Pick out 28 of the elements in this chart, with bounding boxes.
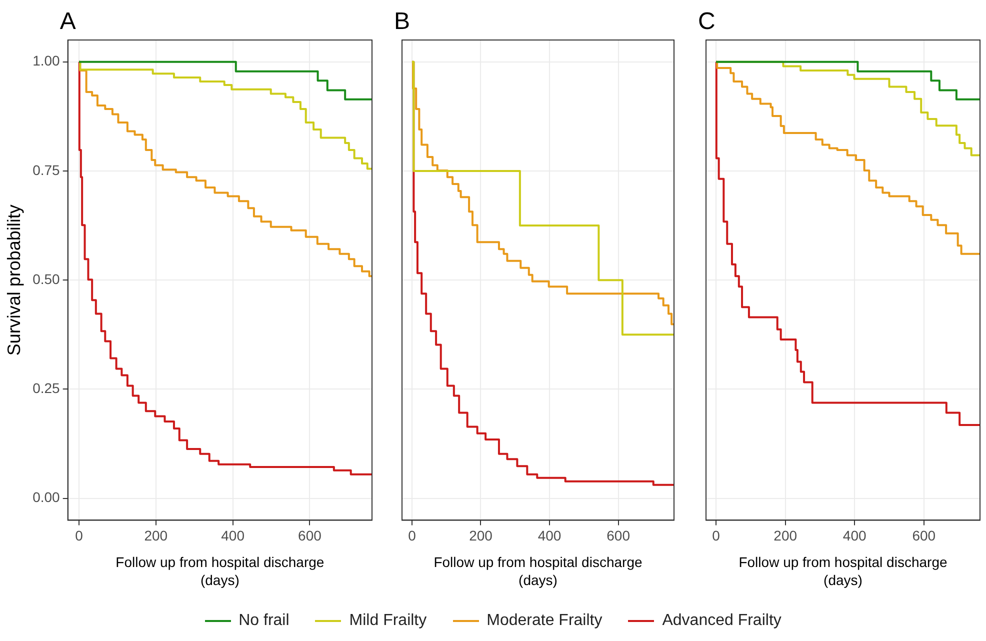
legend-label: Mild Frailty [349,612,427,630]
x-tick-label: 400 [221,527,245,544]
legend-label: Moderate Frailty [486,612,602,630]
x-tick-label: 400 [842,527,866,544]
legend-label: No frail [238,612,290,630]
y-tick-label: 0.75 [32,162,60,178]
x-tick-label: 0 [712,527,720,544]
x-tick-label: 0 [408,527,416,544]
x-tick-label: 600 [912,527,936,544]
x-tick-label: 0 [75,527,84,544]
x-axis-title: Follow up from hospital discharge (days) [738,553,948,589]
chart-title: A [60,8,76,36]
chart-title: B [394,8,410,36]
y-tick-label: 0.50 [32,270,60,287]
legend-label: Advanced Frailty [662,612,782,630]
x-tick-label: 400 [538,527,562,544]
x-axis-title: Follow up from hospital discharge (days) [114,553,325,589]
y-axis-title: Survival probability [4,204,24,356]
x-tick-label: 200 [469,527,493,544]
y-tick-label: 0.25 [32,380,60,396]
x-axis-title: Follow up from hospital discharge (days) [433,553,643,589]
y-tick-label: 1.00 [32,52,60,69]
x-tick-label: 600 [298,527,322,544]
chart-title: C [698,8,716,36]
x-tick-label: 200 [144,527,168,544]
x-tick-label: 600 [606,527,630,544]
y-tick-label: 0.00 [32,489,60,506]
x-tick-label: 200 [774,527,798,544]
